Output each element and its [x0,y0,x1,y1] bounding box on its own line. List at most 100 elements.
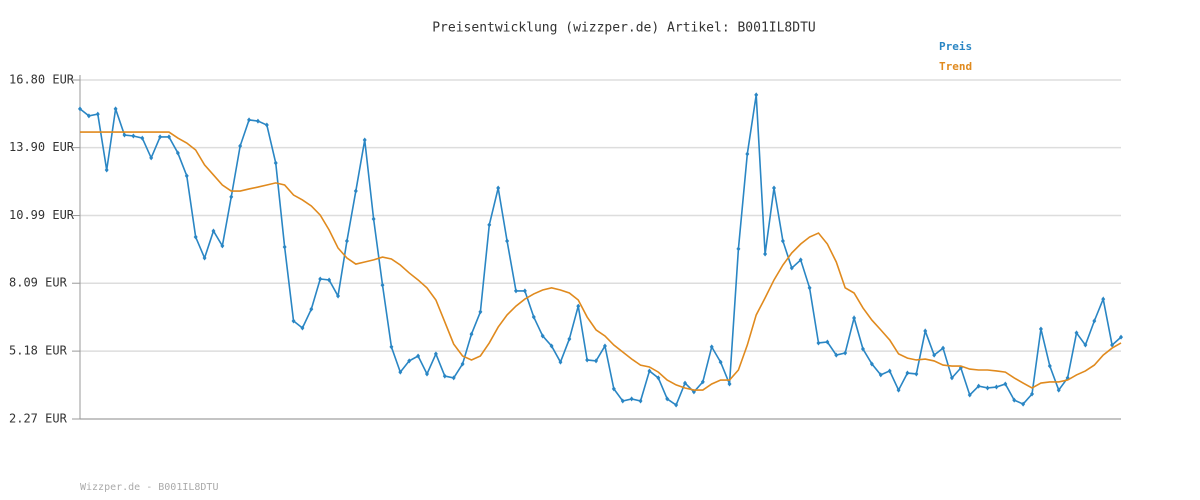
point-marker [1047,363,1052,369]
point-marker [273,160,278,166]
point-marker [104,167,109,173]
point-marker [807,285,812,291]
point-marker [567,336,572,342]
point-marker [282,244,287,250]
point-marker [1074,330,1079,336]
point-marker [318,276,323,282]
point-marker [78,106,82,112]
point-marker [763,251,768,257]
point-marker [442,373,447,379]
point-marker [95,111,100,117]
legend-label: Preis [939,40,972,53]
point-marker [594,358,599,364]
point-marker [887,368,892,374]
point-marker [238,143,243,149]
point-marker [398,369,403,375]
point-marker [389,344,394,350]
point-marker [496,185,501,191]
point-marker [113,106,118,112]
point-marker [709,344,714,350]
point-marker [131,133,136,139]
point-marker [878,372,883,378]
point-marker [620,398,625,404]
point-marker [255,118,260,124]
point-marker [425,371,429,377]
point-marker [193,234,198,240]
chart-title: Preisentwicklung (wizzper.de) Artikel: B… [432,21,816,36]
point-marker [175,150,180,156]
point-marker [869,361,874,367]
point-marker [860,346,865,352]
point-marker [718,359,723,365]
series-line [79,94,1122,407]
legend-label: Trend [939,60,972,73]
point-marker [1012,397,1017,403]
point-marker [656,375,661,381]
point-marker [1003,381,1008,387]
point-marker [976,383,981,389]
point-marker [772,185,776,191]
point-marker [202,255,207,261]
point-marker [549,343,554,349]
point-marker [638,398,643,404]
point-marker [211,228,216,234]
point-marker [522,288,527,294]
point-marker [122,132,127,138]
point-marker [914,371,919,377]
y-tick-label: 2.27 EUR [9,412,68,426]
point-marker [1092,318,1097,324]
point-marker [433,351,438,357]
point-marker [353,188,358,194]
point-marker [611,386,616,392]
point-marker [247,117,252,123]
point-marker [736,246,741,252]
point-marker [1038,326,1043,332]
point-marker [816,340,821,346]
point-marker [140,135,145,141]
point-marker [264,122,269,128]
point-marker [371,216,376,222]
point-marker [362,137,367,143]
point-marker [1021,401,1026,407]
point-marker [576,303,581,309]
series-line [80,131,1122,391]
point-marker [416,353,421,359]
point-marker [949,375,954,381]
point-marker [745,151,750,157]
y-tick-label: 5.18 EUR [9,344,68,358]
footer: Wizzper.de - B001IL8DTU [80,482,218,493]
point-marker [843,350,848,356]
point-marker [994,384,999,390]
point-marker [985,385,990,391]
point-marker [229,194,234,200]
point-marker [86,113,91,119]
point-marker [309,306,314,312]
point-marker [932,352,937,358]
point-marker [300,325,305,331]
point-marker [513,288,518,294]
point-marker [683,380,688,386]
point-marker [380,282,385,288]
point-marker [531,314,536,320]
point-marker [665,396,670,402]
point-marker [700,379,705,385]
point-marker [558,359,563,365]
point-marker [184,173,189,179]
point-marker [158,134,163,140]
point-marker [478,309,483,315]
point-marker [327,277,332,283]
point-marker [629,396,634,402]
point-marker [469,331,474,337]
point-marker [451,375,456,381]
y-tick-label: 13.90 EUR [9,140,75,154]
point-marker [1101,296,1106,302]
point-marker [754,92,759,98]
point-marker [149,155,154,161]
point-marker [585,357,590,363]
point-marker [780,238,785,244]
point-marker [1119,334,1123,340]
point-marker [1056,387,1061,393]
point-marker [602,343,607,349]
